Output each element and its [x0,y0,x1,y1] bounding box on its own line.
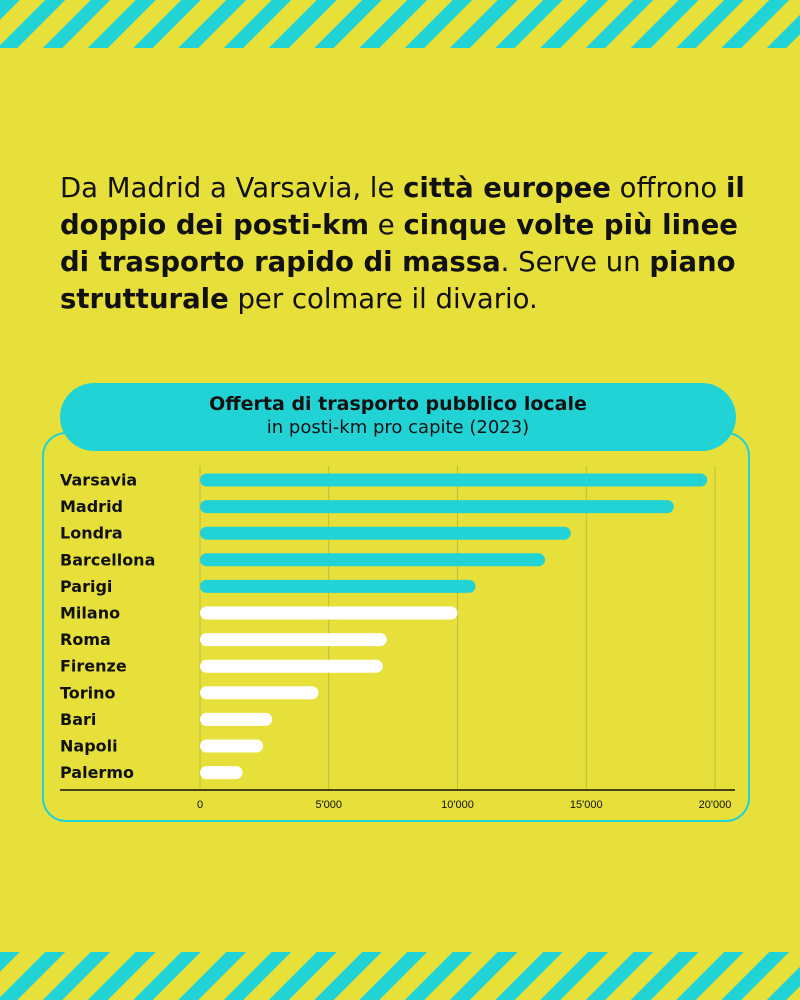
intro-segment: e [369,209,404,241]
bar-milano [200,606,458,620]
bar-torino [200,686,319,700]
chart-title: Offerta di trasporto pubblico locale [209,393,587,415]
intro-highlight: piano strutturale [60,246,736,315]
bar-madrid [200,500,674,514]
bottom-stripe-border [0,952,800,1000]
bar-londra [200,526,571,540]
x-tick-label: 15'000 [570,799,603,811]
bar-palermo [200,766,243,780]
chart-header: Offerta di trasporto pubblico locale in … [60,383,736,451]
category-label: Londra [60,524,123,543]
category-label: Parigi [60,577,112,596]
category-label: Roma [60,630,111,649]
intro-highlight: cinque volte più linee di trasporto rapi… [60,209,738,278]
bar-firenze [200,659,383,673]
category-label: Barcellona [60,550,155,569]
intro-segment: offrono [610,172,726,204]
bar-bari [200,712,273,726]
intro-text: Da Madrid a Varsavia, le città europee o… [60,170,760,318]
x-tick-label: 5'000 [315,799,342,811]
x-tick-label: 0 [197,799,203,811]
category-label: Madrid [60,497,123,516]
category-label: Napoli [60,737,118,756]
category-label: Bari [60,710,96,729]
category-label: Varsavia [60,471,137,490]
intro-highlight: il doppio dei posti-km [60,172,745,241]
top-stripe-border [0,0,800,48]
x-tick-label: 20'000 [699,799,732,811]
chart-subtitle: in posti-km pro capite (2023) [266,417,530,438]
category-label: Palermo [60,763,134,782]
category-label: Torino [60,683,116,702]
bar-parigi [200,579,476,593]
intro-segment: Da Madrid a Varsavia, le [60,172,404,204]
category-label: Milano [60,604,120,623]
category-label: Firenze [60,657,127,676]
intro-highlight: città europee [403,172,611,204]
bar-napoli [200,739,264,753]
intro-segment: per colmare il divario. [228,283,538,315]
bar-roma [200,633,387,647]
intro-segment: . Serve un [500,246,650,278]
bar-varsavia [200,473,708,487]
x-tick-label: 10'000 [441,799,474,811]
bar-barcellona [200,553,546,567]
